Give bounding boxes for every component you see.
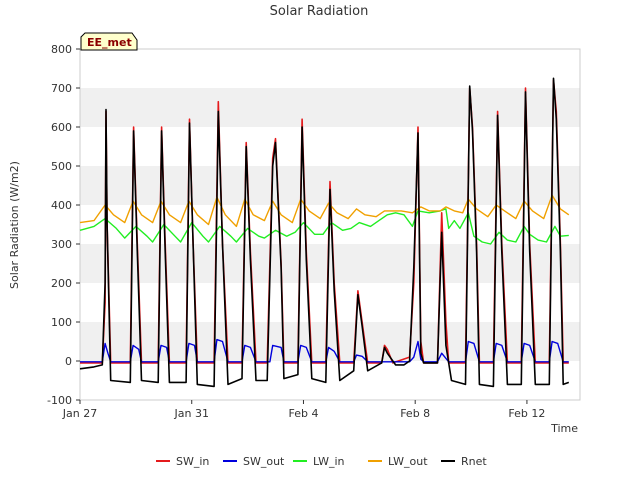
y-tick-label: 500 xyxy=(51,160,72,173)
grid-band xyxy=(80,88,580,127)
y-tick-label: 800 xyxy=(51,43,72,56)
station-badge: EE_met xyxy=(80,32,138,51)
y-tick-label: 100 xyxy=(51,316,72,329)
y-axis-ticks: -100 0 100 200 300 400 500 600 700 800 xyxy=(47,43,80,407)
y-tick-label: 700 xyxy=(51,82,72,95)
legend-label: LW_out xyxy=(388,455,428,468)
legend-label: SW_out xyxy=(243,455,285,468)
y-tick-label: 200 xyxy=(51,277,72,290)
series-lines xyxy=(79,77,570,388)
y-axis-label: Solar Radiation (W/m2) xyxy=(8,161,21,289)
badge-label: EE_met xyxy=(87,36,132,49)
series-line-lw-out xyxy=(79,194,570,228)
plot-frame xyxy=(79,48,581,401)
x-tick-label: Jan 27 xyxy=(62,407,97,420)
x-tick-label: Jan 31 xyxy=(174,407,209,420)
x-axis-label: Time xyxy=(550,422,578,435)
legend-label: LW_in xyxy=(313,455,345,468)
legend-label: SW_in xyxy=(176,455,209,468)
x-tick-label: Feb 12 xyxy=(508,407,545,420)
legend: SW_in SW_out LW_in LW_out Rnet xyxy=(156,455,487,468)
x-tick-label: Feb 4 xyxy=(288,407,318,420)
y-tick-label: 600 xyxy=(51,121,72,134)
x-axis-ticks: Jan 27 Jan 31 Feb 4 Feb 8 Feb 12 xyxy=(62,400,545,420)
series-line-sw-out xyxy=(80,338,569,363)
grid-band xyxy=(80,322,580,361)
x-tick-label: Feb 8 xyxy=(400,407,430,420)
badge-box xyxy=(80,32,138,51)
series-line-rnet xyxy=(79,77,570,388)
y-tick-label: 300 xyxy=(51,238,72,251)
chart-title: Solar Radiation xyxy=(270,4,369,19)
y-tick-label: 400 xyxy=(51,199,72,212)
grid-band xyxy=(80,244,580,283)
y-tick-label: -100 xyxy=(47,394,72,407)
y-tick-label: 0 xyxy=(65,355,72,368)
legend-label: Rnet xyxy=(461,455,487,468)
